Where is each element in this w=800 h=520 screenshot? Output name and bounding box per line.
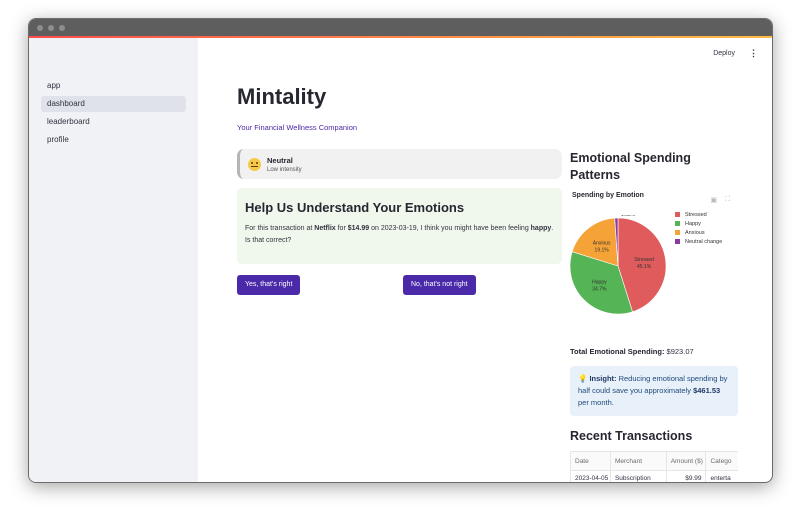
transactions-table: Date Merchant Amount ($) Catego 2023-04-…	[570, 451, 738, 482]
total-emotional-spending: Total Emotional Spending: $923.07	[570, 347, 738, 356]
sidebar-item-app[interactable]: app	[47, 81, 61, 90]
table-row[interactable]: 2023-04-05 Subscription $9.99 enterta	[570, 470, 738, 482]
lightbulb-icon: 💡	[578, 374, 588, 383]
window-close-icon[interactable]	[37, 24, 43, 31]
pie-label-name: Anxious	[593, 240, 611, 246]
page-title: Mintality	[237, 84, 327, 109]
question-text-part: . Is that correct?	[245, 225, 554, 244]
total-value: $923.07	[666, 347, 694, 356]
cell-merchant: Subscription	[609, 470, 667, 482]
question-text: For this transaction at Netflix for $14.…	[245, 223, 554, 247]
top-toolbar: Deploy ⋮	[713, 48, 758, 59]
transactions-table-wrap[interactable]: Date Merchant Amount ($) Catego 2023-04-…	[570, 443, 738, 482]
chart-title: Spending by Emotion	[572, 192, 644, 199]
cell-amount: $9.99	[665, 470, 707, 482]
legend-item[interactable]: Anxious	[675, 228, 722, 237]
browser-window: app dashboard leaderboard profile Deploy…	[28, 18, 773, 483]
pie-label-value: 1.08%	[621, 215, 636, 218]
insight-text: per month.	[578, 398, 614, 407]
right-column: Emotional Spending Patterns Spending by …	[570, 150, 738, 482]
col-amount[interactable]: Amount ($)	[665, 451, 707, 471]
insight-label: Insight:	[589, 374, 617, 383]
pie-svg: Stressed45.1%Happy34.7%Anxious19.1%Neutr…	[570, 215, 667, 315]
legend-swatch	[675, 212, 680, 217]
cell-date: 2023-04-05	[570, 470, 611, 482]
legend-label: Stressed	[685, 211, 707, 218]
legend-swatch	[675, 230, 680, 235]
neutral-face-icon	[248, 157, 261, 171]
total-label: Total Emotional Spending:	[570, 347, 665, 356]
cell-category: enterta	[705, 470, 738, 482]
transaction-amount: $14.99	[347, 225, 370, 232]
pie-label-name: Happy	[592, 280, 607, 286]
merchant-name: Netflix	[314, 225, 336, 232]
pie-label-value: 34.7%	[592, 287, 607, 293]
sidebar: app dashboard leaderboard profile	[29, 38, 198, 482]
sidebar-item-leaderboard[interactable]: leaderboard	[47, 117, 90, 126]
emotion-pie-chart: Spending by Emotion ▣ ⛶ Stressed Happy Anx…	[570, 190, 738, 340]
legend-label: Anxious	[685, 229, 705, 236]
main-content: Deploy ⋮ Mintality Your Financial Wellne…	[198, 38, 772, 482]
pie-slice-stressed[interactable]	[617, 217, 667, 313]
insight-text: Reducing emotional spending by half coul…	[578, 374, 728, 395]
window-titlebar	[29, 19, 772, 36]
insight-amount: $461.53	[693, 386, 721, 395]
mood-name: Neutral	[267, 155, 293, 165]
guessed-emotion: happy	[530, 225, 552, 232]
mood-intensity: Low intensity	[267, 166, 302, 173]
col-category[interactable]: Catego	[705, 451, 738, 471]
sidebar-item-dashboard[interactable]: dashboard	[41, 96, 186, 112]
header-accent-bar	[29, 36, 772, 38]
question-text-part: for	[335, 225, 348, 232]
legend-swatch	[675, 221, 680, 226]
confirm-yes-button[interactable]: Yes, that's right	[237, 275, 301, 295]
pie-label-name: Stressed	[634, 257, 654, 263]
legend-label: Neutral change	[685, 238, 723, 245]
chart-legend: Stressed Happy Anxious Neutral change	[675, 210, 722, 246]
mood-card: Neutral Low intensity	[237, 149, 562, 179]
legend-swatch	[675, 239, 680, 244]
confirm-no-button[interactable]: No, that's not right	[403, 275, 476, 295]
window-maximize-icon[interactable]	[59, 24, 65, 31]
question-title: Help Us Understand Your Emotions	[245, 200, 465, 215]
legend-item[interactable]: Stressed	[675, 210, 722, 219]
pie-slice-neutral-change[interactable]	[614, 217, 619, 267]
fullscreen-icon[interactable]: ⛶	[725, 196, 730, 203]
col-merchant[interactable]: Merchant	[609, 451, 667, 471]
page-subtitle: Your Financial Wellness Companion	[237, 123, 358, 132]
legend-item[interactable]: Neutral change	[675, 237, 722, 246]
kebab-menu-icon[interactable]: ⋮	[749, 48, 758, 58]
legend-label: Happy	[685, 220, 701, 227]
insight-box: 💡 Insight: Reducing emotional spending b…	[570, 366, 738, 416]
pie-slice-anxious[interactable]	[571, 217, 619, 267]
question-text-part: on 2023-03-19, I think you might have be…	[369, 225, 531, 232]
emotional-section-title: Emotional Spending Patterns	[570, 151, 691, 182]
deploy-button[interactable]: Deploy	[713, 50, 735, 57]
col-date[interactable]: Date	[570, 451, 611, 471]
camera-icon[interactable]: ▣	[710, 197, 718, 204]
emotion-question-card: Help Us Understand Your Emotions For thi…	[237, 188, 562, 264]
question-text-part: For this transaction at	[245, 225, 315, 232]
pie-slice-happy[interactable]	[570, 251, 633, 315]
recent-transactions-title: Recent Transactions	[570, 429, 693, 443]
sidebar-item-profile[interactable]: profile	[47, 135, 69, 144]
pie-label-value: 45.1%	[637, 264, 652, 270]
window-minimize-icon[interactable]	[48, 24, 54, 31]
chart-toolbar: ▣ ⛶	[710, 196, 730, 204]
pie-label-value: 19.1%	[595, 247, 610, 253]
legend-item[interactable]: Happy	[675, 219, 722, 228]
